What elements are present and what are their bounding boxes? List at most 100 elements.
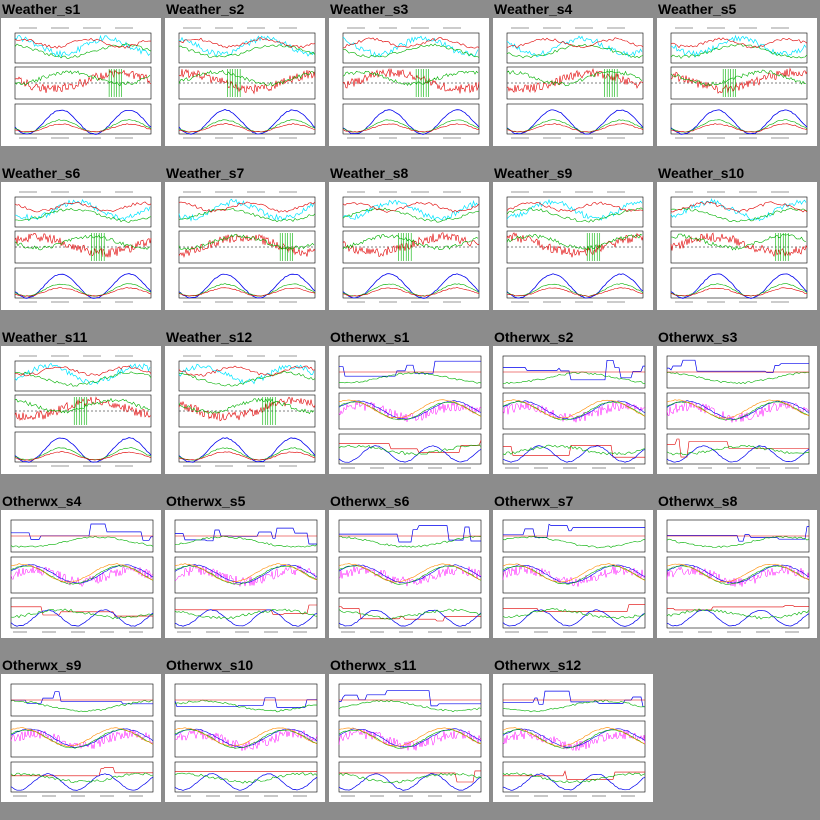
series-red: [339, 606, 481, 622]
series-red: [503, 770, 645, 780]
panel-bottom: [14, 103, 152, 135]
panel-bottom: [342, 103, 480, 135]
chart-thumbnail[interactable]: [329, 18, 489, 146]
series-green: [174, 535, 318, 548]
thumbnail-cell[interactable]: Weather_s4: [492, 0, 656, 164]
chart-thumbnail[interactable]: [165, 18, 325, 146]
chart-thumbnail[interactable]: [1, 674, 161, 802]
series-green: [506, 119, 644, 133]
thumbnail-cell[interactable]: Otherwx_s6: [328, 492, 492, 656]
thumbnail-cell[interactable]: Otherwx_s10: [164, 656, 328, 820]
chart-thumbnail[interactable]: [657, 182, 817, 310]
thumbnail-cell[interactable]: Otherwx_s5: [164, 492, 328, 656]
series-blue: [670, 109, 808, 135]
thumbnail-title: Weather_s9: [494, 165, 573, 181]
series-green: [506, 233, 643, 251]
chart-thumbnail[interactable]: [1, 18, 161, 146]
thumbnail-cell[interactable]: Weather_s6: [0, 164, 164, 328]
thumbnail-chart-svg: [670, 27, 808, 139]
thumbnail-cell[interactable]: Otherwx_s8: [656, 492, 820, 656]
series-green: [178, 207, 316, 223]
series-cyan: [342, 199, 479, 221]
chart-thumbnail[interactable]: [493, 346, 653, 474]
series-blue: [502, 609, 646, 627]
series-green: [10, 699, 154, 713]
thumbnail-cell[interactable]: Otherwx_s2: [492, 328, 656, 492]
thumbnail-cell[interactable]: Weather_s11: [0, 328, 164, 492]
series-red: [178, 233, 316, 258]
thumbnail-cell[interactable]: Weather_s8: [328, 164, 492, 328]
thumbnail-chart-svg: [502, 355, 646, 469]
series-green: [666, 371, 810, 385]
thumbnail-cell[interactable]: Otherwx_s7: [492, 492, 656, 656]
thumbnail-cell[interactable]: Otherwx_s12: [492, 656, 656, 820]
series-blue: [10, 773, 154, 791]
series-red: [178, 201, 316, 213]
chart-thumbnail[interactable]: [165, 510, 325, 638]
series-green: [14, 208, 152, 223]
thumbnail-cell[interactable]: Weather_s3: [328, 0, 492, 164]
chart-thumbnail[interactable]: [329, 182, 489, 310]
series-red: [14, 233, 152, 258]
series-green: [14, 447, 152, 461]
thumbnail-cell[interactable]: Otherwx_s4: [0, 492, 164, 656]
panel-middle: [666, 556, 810, 594]
series-blue: [10, 564, 154, 584]
panel-bottom: [666, 597, 810, 629]
chart-thumbnail[interactable]: [657, 18, 817, 146]
series-magenta: [10, 729, 154, 750]
chart-thumbnail[interactable]: [329, 346, 489, 474]
thumbnail-cell[interactable]: Weather_s1: [0, 0, 164, 164]
panel-middle: [338, 720, 482, 758]
panel-middle: [338, 392, 482, 430]
chart-thumbnail[interactable]: [493, 674, 653, 802]
thumbnail-cell[interactable]: Otherwx_s9: [0, 656, 164, 820]
chart-thumbnail[interactable]: [165, 674, 325, 802]
series-red: [178, 451, 316, 461]
series-red: [11, 606, 153, 617]
thumbnail-cell[interactable]: Otherwx_s1: [328, 328, 492, 492]
panel-bottom: [338, 433, 482, 465]
thumbnail-cell[interactable]: Weather_s9: [492, 164, 656, 328]
series-red: [178, 123, 316, 133]
series-green: [14, 371, 152, 387]
chart-thumbnail[interactable]: [1, 346, 161, 474]
series-red: [342, 123, 480, 133]
series-red: [14, 69, 151, 93]
thumbnail-cell[interactable]: Weather_s12: [164, 328, 328, 492]
thumbnail-cell[interactable]: Otherwx_s11: [328, 656, 492, 820]
panel-bottom: [178, 431, 316, 463]
chart-thumbnail[interactable]: [1, 182, 161, 310]
chart-thumbnail[interactable]: [657, 346, 817, 474]
series-blue: [338, 773, 482, 791]
panel-top: [670, 32, 808, 64]
chart-thumbnail[interactable]: [165, 346, 325, 474]
thumbnail-cell[interactable]: Weather_s5: [656, 0, 820, 164]
series-green: [342, 234, 479, 250]
chart-thumbnail[interactable]: [493, 510, 653, 638]
chart-thumbnail[interactable]: [165, 182, 325, 310]
series-cyan: [178, 363, 315, 385]
chart-thumbnail[interactable]: [657, 510, 817, 638]
thumbnail-cell[interactable]: Weather_s2: [164, 0, 328, 164]
chart-thumbnail[interactable]: [493, 18, 653, 146]
thumbnail-cell[interactable]: Otherwx_s3: [656, 328, 820, 492]
series-red: [670, 232, 808, 257]
chart-thumbnail[interactable]: [329, 674, 489, 802]
series-red: [670, 287, 808, 297]
thumbnail-cell[interactable]: Weather_s7: [164, 164, 328, 328]
chart-thumbnail[interactable]: [1, 510, 161, 638]
panel-middle: [174, 556, 318, 594]
series-green: [10, 608, 154, 620]
series-orange: [502, 399, 646, 419]
thumbnail-title: Weather_s12: [166, 329, 253, 345]
series-red: [506, 201, 644, 212]
chart-thumbnail[interactable]: [493, 182, 653, 310]
chart-thumbnail[interactable]: [329, 510, 489, 638]
thumbnail-cell[interactable]: Weather_s10: [656, 164, 820, 328]
panel-bottom: [670, 103, 808, 135]
panel-bottom: [178, 103, 316, 135]
series-green: [506, 207, 644, 223]
thumbnail-chart-svg: [338, 683, 482, 797]
series-green: [174, 699, 318, 713]
